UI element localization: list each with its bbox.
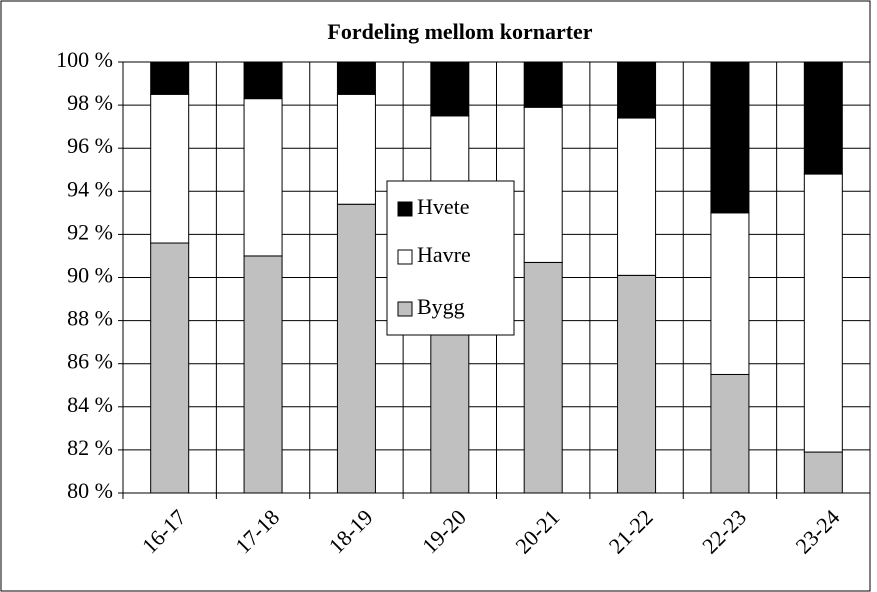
y-tick-label: 82 % (67, 435, 113, 460)
chart-title: Fordeling mellom kornarter (327, 19, 592, 44)
y-tick-label: 94 % (67, 176, 113, 201)
bar-segment (803, 173, 843, 453)
bar-segment (803, 61, 843, 175)
y-tick-label: 84 % (67, 392, 113, 417)
y-tick-label: 90 % (67, 263, 113, 288)
y-tick-label: 96 % (67, 133, 113, 158)
bar-segment (710, 61, 750, 214)
bar-segment (617, 274, 657, 494)
bar-segment (243, 255, 283, 494)
bar-segment (710, 212, 750, 375)
bar-segment (617, 117, 657, 276)
bar-segment (617, 61, 657, 119)
bar-segment (803, 451, 843, 494)
legend-label: Bygg (417, 294, 465, 319)
bar-segment (150, 242, 190, 494)
legend-swatch (397, 301, 413, 317)
bar-segment (243, 98, 283, 257)
y-tick-label: 92 % (67, 219, 113, 244)
y-tick-label: 98 % (67, 90, 113, 115)
bar-segment (150, 61, 190, 95)
bar-segment (430, 309, 470, 494)
legend-label: Hvete (417, 194, 470, 219)
y-tick-label: 88 % (67, 306, 113, 331)
bar-segment (150, 93, 190, 244)
legend-swatch (397, 201, 413, 217)
bar-segment (336, 93, 376, 205)
legend-swatch (397, 249, 413, 265)
bar-segment (336, 203, 376, 494)
bar-segment (523, 261, 563, 494)
legend-label: Havre (417, 242, 471, 267)
bar-segment (523, 106, 563, 263)
bar-segment (243, 61, 283, 100)
bar-segment (336, 61, 376, 95)
bar-segment (523, 61, 563, 108)
y-tick-label: 100 % (56, 47, 113, 72)
y-tick-label: 80 % (67, 478, 113, 503)
bar-segment (430, 61, 470, 117)
bar-segment (710, 373, 750, 494)
y-tick-label: 86 % (67, 349, 113, 374)
